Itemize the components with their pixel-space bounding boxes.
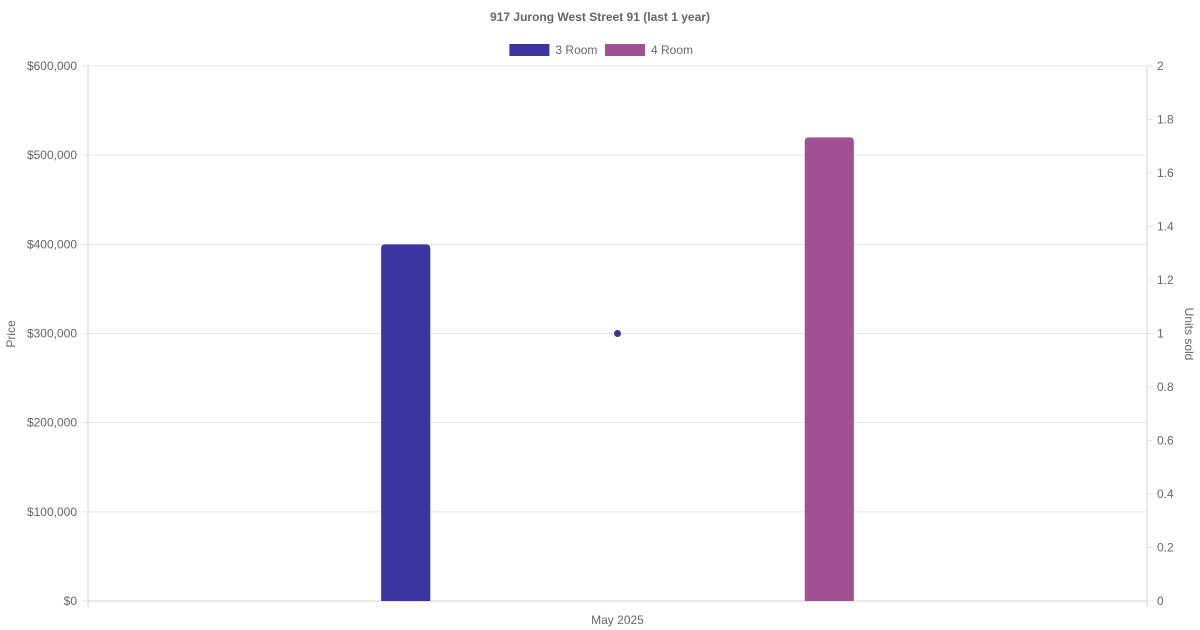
y2-tick-label: 2 (1157, 59, 1164, 73)
y2-tick-label: 1.4 (1157, 220, 1174, 234)
y-tick-label: $400,000 (27, 237, 77, 251)
right-axis: 0 0.2 0.4 0.6 0.8 1 1.2 1.4 1.6 1.8 2 (1157, 59, 1174, 608)
y2-tick-label: 0.6 (1157, 434, 1174, 448)
y2-tick-label: 0.4 (1157, 487, 1174, 501)
y-axis-title: Price (4, 320, 18, 348)
bar-3-room (381, 244, 431, 602)
legend-swatch (509, 44, 550, 56)
y-tick-label: $600,000 (27, 59, 77, 73)
y-tick-label: $300,000 (27, 327, 77, 341)
y2-tick-label: 1.6 (1157, 166, 1174, 180)
grid-lines (82, 65, 1153, 607)
legend: 3 Room 4 Room (509, 43, 693, 57)
y-tick-label: $100,000 (27, 505, 77, 519)
x-tick-label: May 2025 (591, 613, 644, 627)
y-tick-label: $200,000 (27, 416, 77, 430)
chart-title: 917 Jurong West Street 91 (last 1 year) (490, 10, 710, 24)
left-axis: $0 $100,000 $200,000 $300,000 $400,000 $500,0… (27, 59, 77, 608)
y2-tick-label: 0.2 (1157, 541, 1174, 555)
units-sold-point (614, 330, 621, 337)
units-points (614, 330, 621, 337)
y2-tick-label: 1.2 (1157, 273, 1174, 287)
bars (381, 137, 854, 602)
y2-tick-label: 1.8 (1157, 113, 1174, 127)
legend-swatch (605, 44, 645, 56)
legend-label: 4 Room (651, 43, 693, 57)
bar-4-room (804, 137, 854, 602)
y-tick-label: $0 (64, 594, 78, 608)
x-axis: May 2025 (591, 613, 644, 627)
legend-label: 3 Room (555, 43, 597, 57)
y2-tick-label: 0 (1157, 594, 1164, 608)
y2-tick-label: 1 (1157, 327, 1164, 341)
y2-tick-label: 0.8 (1157, 380, 1174, 394)
y-tick-label: $500,000 (27, 148, 77, 162)
y2-axis-title: Units sold (1182, 308, 1196, 361)
